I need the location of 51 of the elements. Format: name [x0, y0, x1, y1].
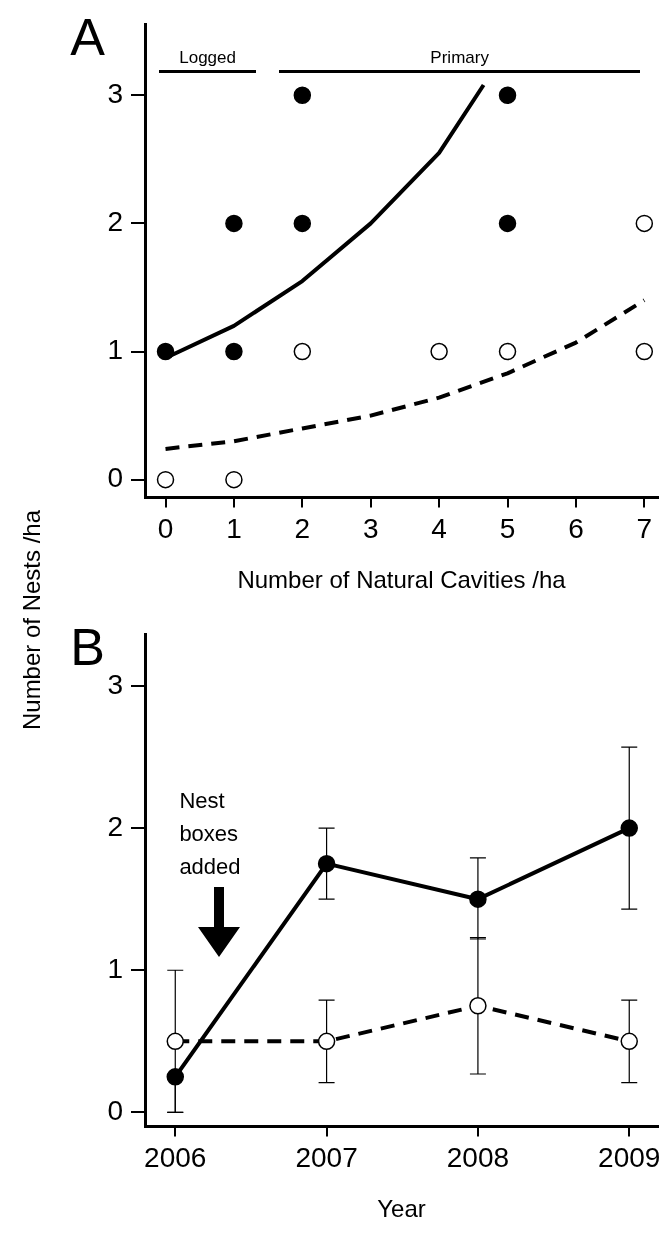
point — [620, 819, 638, 837]
point — [293, 342, 312, 361]
y-axis-title: Number of Nests /ha — [18, 509, 46, 731]
point — [166, 1032, 185, 1051]
text: A — [70, 8, 106, 67]
y-tick-label: 3 — [107, 668, 123, 700]
point — [156, 342, 175, 361]
point — [166, 1068, 185, 1086]
x-tick-label: 0 — [157, 513, 174, 545]
point — [225, 470, 243, 489]
x-tick-label: 7 — [636, 513, 653, 545]
point — [469, 890, 487, 908]
x-tick-label: 2006 — [144, 1142, 207, 1174]
point — [635, 214, 654, 233]
line-series — [163, 298, 647, 451]
x-tick-label: 1 — [226, 513, 242, 545]
annotation: Logged — [179, 47, 236, 67]
x-tick-label: 4 — [431, 513, 447, 545]
y-tick-label: 2 — [107, 810, 123, 842]
point — [635, 342, 654, 361]
y-tick-label: 1 — [107, 334, 123, 366]
point — [620, 1032, 638, 1051]
point — [293, 86, 312, 105]
point — [225, 342, 243, 361]
x-tick-label: 2008 — [446, 1142, 510, 1174]
x-tick-label: 5 — [499, 513, 516, 545]
point — [469, 997, 487, 1015]
x-tick-label: 3 — [362, 513, 379, 545]
point — [430, 342, 448, 361]
point — [317, 854, 336, 873]
y-tick-label: 0 — [107, 462, 123, 494]
x-axis-title: Number of Natural Cavities /ha — [237, 566, 567, 594]
point — [317, 1032, 336, 1051]
x-tick-label: 6 — [568, 513, 584, 545]
x-tick-label: 2 — [294, 513, 311, 545]
point — [293, 214, 312, 233]
point — [498, 214, 517, 233]
y-tick-label: 3 — [107, 77, 123, 109]
y-tick-label: 0 — [107, 1095, 123, 1127]
point — [225, 214, 243, 233]
x-tick-label: 2009 — [598, 1142, 661, 1174]
y-tick-label: 1 — [107, 952, 123, 984]
text: B — [70, 618, 105, 677]
x-tick-label: 2007 — [295, 1142, 358, 1174]
x-axis-title: Year — [377, 1195, 426, 1223]
annotation: Primary — [430, 47, 490, 67]
point — [498, 86, 517, 105]
point — [498, 342, 517, 361]
point — [156, 470, 175, 489]
annotation: Nest boxes added — [179, 787, 241, 879]
y-tick-label: 2 — [107, 206, 123, 238]
